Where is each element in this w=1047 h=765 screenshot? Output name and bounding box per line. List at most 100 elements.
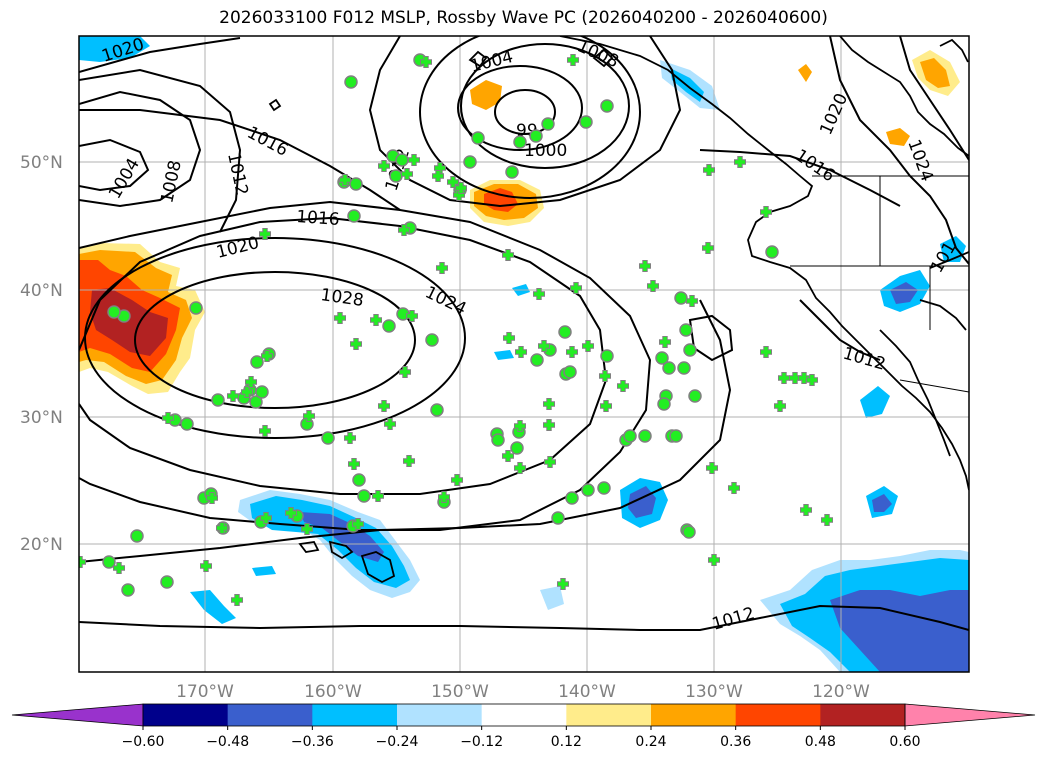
contour-label: 1028 (319, 285, 365, 311)
observation-cross (436, 262, 448, 274)
observation-cross (734, 156, 746, 168)
coastline (592, 48, 614, 68)
lon-label-130w: 130°W (685, 682, 743, 702)
coastline (298, 541, 320, 553)
contour-line (79, 90, 202, 208)
negative-anomaly-region (540, 586, 564, 610)
observation-circle (657, 397, 671, 411)
observation-circle (581, 483, 595, 497)
observation-circle (430, 403, 444, 417)
positive-anomaly-region (470, 80, 502, 110)
observation-cross (231, 594, 243, 606)
positive-anomaly-region (798, 64, 812, 82)
observation-circle (102, 555, 116, 569)
observation-cross (639, 260, 651, 272)
map-title: 2026033100 F012 MSLP, Rossby Wave PC (20… (219, 8, 828, 28)
colorbar-segment (397, 704, 483, 726)
observation-cross (348, 458, 360, 470)
colorbar-tick-label: 0.12 (551, 734, 582, 750)
observation-cross (702, 242, 714, 254)
observation-circle (662, 361, 676, 375)
lon-label-160w: 160°W (304, 682, 362, 702)
contour-label: 1012 (710, 604, 757, 635)
negative-anomaly-region (872, 494, 892, 512)
lon-label-170w: 170°W (176, 682, 234, 702)
contour-line (134, 271, 416, 409)
contour-line (799, 299, 881, 361)
lon-label-120w: 120°W (812, 682, 870, 702)
observation-cross (420, 56, 432, 68)
observation-cross (647, 280, 659, 292)
observation-cross (806, 374, 818, 386)
colorbar-extend-low (11, 703, 144, 727)
colorbar-segment (312, 704, 398, 726)
observation-cross (686, 295, 698, 307)
contour-label: 1004 (468, 47, 515, 77)
positive-anomaly-region (90, 288, 168, 356)
contour-label: 1020 (816, 90, 852, 138)
observation-circle (395, 153, 409, 167)
political-borders (790, 175, 969, 393)
observation-cross (344, 432, 356, 444)
contour-labels: 1020 1004 1008 1016 1004 1008 1012 99 10… (99, 36, 960, 635)
colorbar-segment (651, 704, 737, 726)
observation-circle (121, 583, 135, 597)
positive-anomaly-region (886, 128, 910, 146)
observation-circle (682, 525, 696, 539)
observation-circle (130, 529, 144, 543)
contour-label: 1008 (574, 36, 622, 72)
contour-line (460, 43, 630, 169)
observation-circle (389, 169, 403, 183)
observation-cross (543, 398, 555, 410)
contour-line (79, 109, 401, 211)
observation-cross (334, 312, 346, 324)
contour-line (79, 604, 969, 631)
lat-label-20n: 20°N (20, 535, 63, 555)
coastline (879, 329, 951, 457)
border (899, 379, 969, 393)
observation-cross (241, 386, 253, 398)
observation-cross (774, 400, 786, 412)
coastline (268, 98, 282, 112)
colorbar-tick-label: −0.60 (122, 734, 165, 750)
observation-cross (79, 556, 86, 568)
negative-anomaly-region (890, 282, 918, 304)
observation-cross (259, 425, 271, 437)
observation-circle (638, 429, 652, 443)
observation-cross (301, 523, 313, 535)
observation-circle (160, 575, 174, 589)
observation-circle (425, 333, 439, 347)
negative-anomaly-region (860, 386, 890, 418)
observation-cross (378, 400, 390, 412)
observation-circle (674, 291, 688, 305)
observation-cross (778, 372, 790, 384)
lon-label-140w: 140°W (558, 682, 616, 702)
observation-circle (565, 491, 579, 505)
observation-cross (566, 346, 578, 358)
observation-cross (659, 336, 671, 348)
observation-cross (406, 310, 418, 322)
observation-cross (216, 522, 228, 534)
observation-circle (530, 353, 544, 367)
lon-label-150w: 150°W (431, 682, 489, 702)
observation-cross (162, 412, 174, 424)
observation-circle (321, 431, 335, 445)
observation-cross (503, 332, 515, 344)
observation-cross (339, 174, 351, 186)
observation-cross (789, 372, 801, 384)
colorbar-segment (735, 704, 821, 726)
contour-label: 1000 (524, 141, 567, 161)
contour-line (419, 36, 641, 199)
observation-cross (706, 462, 718, 474)
observation-cross (760, 206, 772, 218)
observation-cross (113, 562, 125, 574)
observation-cross (544, 456, 556, 468)
observation-cross (538, 340, 550, 352)
observation-cross (399, 366, 411, 378)
colorbar-segment (143, 704, 229, 726)
observation-cross (800, 504, 812, 516)
coastline (328, 540, 354, 560)
negative-anomaly-region (190, 590, 236, 624)
map-frame (78, 35, 970, 673)
observation-circle (189, 301, 203, 315)
